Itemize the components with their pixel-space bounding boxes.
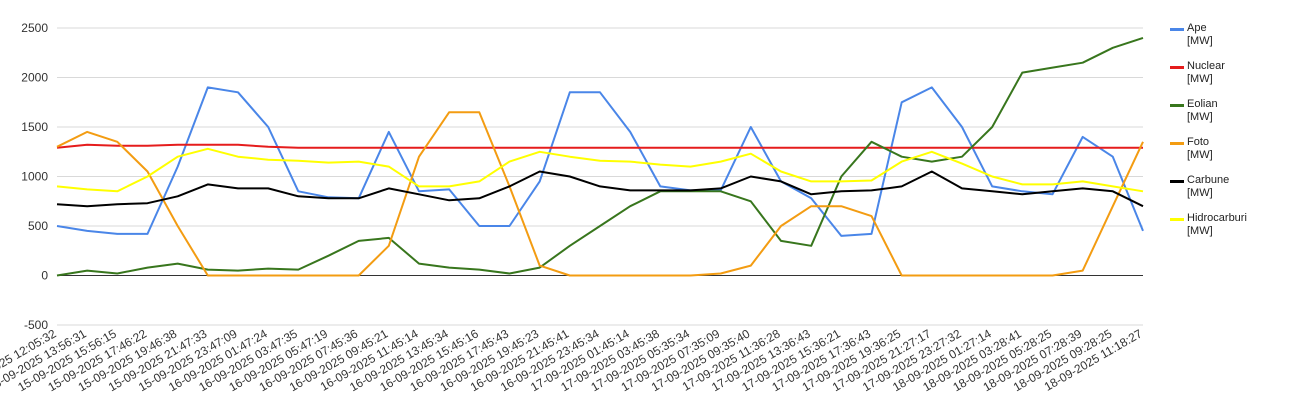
y-tick-label: 2500 — [21, 21, 48, 35]
legend-series-unit: [MW] — [1187, 111, 1213, 123]
legend-series-name: Carbune — [1187, 174, 1230, 186]
legend-item-foto: Foto [MW] — [1170, 136, 1300, 174]
legend-label: Ape [MW] — [1187, 22, 1297, 48]
legend-item-carbune: Carbune [MW] — [1170, 174, 1300, 212]
legend-swatch — [1170, 180, 1184, 183]
y-axis-ticks: 2500 2000 1500 1000 500 0 -500 — [21, 21, 48, 332]
y-tick-label: 1500 — [21, 120, 48, 134]
legend-item-ape: Ape [MW] — [1170, 22, 1300, 60]
series-line-foto — [56, 111, 1144, 277]
series-line-eolian — [56, 36, 1144, 277]
legend-series-name: Ape — [1187, 22, 1207, 34]
legend-label: Hidrocarburi [MW] — [1187, 212, 1297, 238]
y-tick-label: 0 — [41, 269, 48, 283]
legend-label: Nuclear [MW] — [1187, 60, 1297, 86]
legend-label: Carbune [MW] — [1187, 174, 1297, 200]
legend-swatch — [1170, 218, 1184, 221]
series-line-ape — [56, 86, 1144, 237]
legend-item-nuclear: Nuclear [MW] — [1170, 60, 1300, 98]
legend-swatch — [1170, 66, 1184, 69]
y-tick-label: -500 — [24, 318, 48, 332]
legend-series-name: Foto — [1187, 136, 1210, 148]
series-lines — [56, 36, 1144, 277]
line-chart: 2500 2000 1500 1000 500 0 -500 15-09-2025 12:0… — [0, 21, 1145, 394]
legend-label: Foto [MW] — [1187, 136, 1297, 162]
legend-item-hidrocarburi: Hidrocarburi [MW] — [1170, 212, 1300, 250]
y-tick-label: 1000 — [21, 170, 48, 184]
y-tick-label: 500 — [28, 219, 48, 233]
legend-label: Eolian [MW] — [1187, 98, 1297, 124]
legend-series-name: Hidrocarburi — [1187, 212, 1247, 224]
legend-swatch — [1170, 104, 1184, 107]
legend: Ape [MW] Nuclear [MW] Eolian [MW] Foto [MW] Carb… — [1170, 22, 1300, 250]
series-line-hidrocarburi — [56, 147, 1144, 193]
legend-series-unit: [MW] — [1187, 73, 1213, 85]
legend-item-eolian: Eolian [MW] — [1170, 98, 1300, 136]
legend-series-unit: [MW] — [1187, 225, 1213, 237]
y-tick-label: 2000 — [21, 71, 48, 85]
legend-series-name: Eolian — [1187, 98, 1218, 110]
series-line-carbune — [56, 170, 1144, 208]
legend-swatch — [1170, 142, 1184, 145]
series-line-nuclear — [56, 143, 1143, 149]
grid-lines — [57, 27, 1143, 326]
legend-series-unit: [MW] — [1187, 149, 1213, 161]
legend-series-unit: [MW] — [1187, 187, 1213, 199]
legend-series-unit: [MW] — [1187, 35, 1213, 47]
legend-swatch — [1170, 28, 1184, 31]
legend-series-name: Nuclear — [1187, 60, 1225, 72]
